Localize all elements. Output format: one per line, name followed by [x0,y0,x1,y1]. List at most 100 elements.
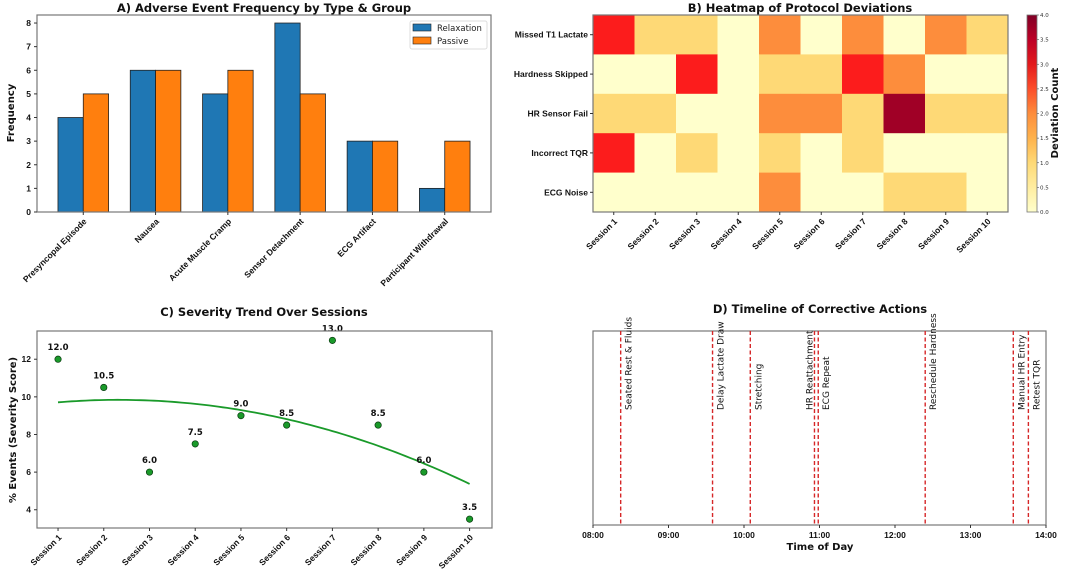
data-point [54,355,62,363]
data-label: 10.5 [93,371,114,381]
heatmap-cell [717,133,760,173]
data-point [328,336,336,344]
heatmap-cell [676,133,718,173]
event-label: HR Reattachment [806,330,816,410]
heatmap-cell [634,54,677,95]
heatmap-cell [800,172,843,213]
trend-line [57,398,470,485]
row-label: ECG Noise [544,187,588,197]
heatmap-cell [966,93,1009,134]
data-label: 9.0 [233,400,248,410]
x-tick-label: 08:00 [582,530,604,540]
heatmap-cell [634,93,677,134]
data-label: 8.5 [371,409,386,419]
x-tick-label: Sensor Detachment [242,216,306,280]
heatmap-cell [759,172,801,213]
bar-relaxation [129,69,156,213]
heatmap-cell [593,15,635,55]
panel-d-timeline: D) Timeline of Corrective Actions Time o… [582,302,1057,553]
legend: Relaxation Passive [409,20,488,50]
colorbar-tick-label: 4.0 [1040,13,1049,19]
heatmap-cell [842,54,884,95]
bar-passive [227,69,254,213]
x-tick-label: Session 9 [394,532,429,567]
panel-a-bar-chart: A) Adverse Event Frequency by Type & Gro… [6,1,492,288]
data-point [420,468,428,476]
heatmap-cell [966,133,1009,173]
heatmap-cell [593,54,635,95]
y-tick-label: 2 [26,160,31,170]
heatmap-cell [593,172,635,213]
heatmap-cell [676,54,718,95]
x-tick-label: 13:00 [960,530,982,540]
row-label: Hardness Skipped [514,69,588,79]
heatmap-cell [925,93,967,134]
heatmap-cell [593,133,635,173]
colorbar-tick-label: 0.5 [1040,185,1049,191]
heatmap-cell [800,93,843,134]
event-label: Seated Rest & Fluids [625,317,635,410]
data-point [145,468,154,476]
legend-swatch [412,36,432,45]
data-point [100,383,108,391]
event-label: Manual HR Entry [1017,334,1027,410]
heatmap-cell [634,15,677,55]
column-label: Session 10 [954,216,993,255]
colorbar-tick-label: 2.5 [1040,87,1049,93]
heatmap-cell [676,172,718,213]
event-label: Reschedule Hardness [929,313,939,410]
heatmap-cell [925,133,967,173]
panel-d-axes-frame [592,330,1047,526]
colorbar-tick-label: 3.0 [1040,62,1049,68]
panel-a-axes-frame [36,14,492,213]
colorbar-tick-label: 1.0 [1040,161,1049,167]
colorbar [1026,14,1038,213]
bar-passive [155,69,182,213]
heatmap-cell [966,172,1009,213]
x-tick-label: Session 5 [211,532,246,567]
x-tick-label: Session 8 [348,532,383,567]
heatmap-cell [717,15,760,55]
heatmap-cell [925,15,967,55]
legend-label: Relaxation [437,24,482,34]
y-tick-label: 4 [26,113,31,123]
x-tick-label: 11:00 [809,530,831,540]
event-label: Delay Lactate Draw [717,321,727,410]
x-tick-label: Acute Muscle Cramp [167,216,234,283]
row-label: Missed T1 Lactate [515,30,588,40]
column-label: Session 7 [833,216,868,251]
bar-passive [299,93,326,213]
heatmap-cell [842,133,884,173]
bar-relaxation [274,22,301,213]
x-tick-label: 10:00 [733,530,755,540]
y-tick-label: 10 [22,392,32,402]
heatmap-cell [676,15,718,55]
column-label: Session 4 [709,216,744,251]
x-tick-label: Session 10 [437,532,476,571]
y-tick-label: 6 [26,65,31,75]
panel-b-title: B) Heatmap of Protocol Deviations [688,1,913,15]
y-tick-label: 8 [26,429,31,439]
heatmap-cell [800,15,843,55]
heatmap-cell [883,133,926,173]
x-tick-label: 14:00 [1035,530,1057,540]
heatmap-cell [883,54,926,95]
y-tick-label: 1 [26,183,31,193]
data-point [466,515,474,523]
x-tick-label: Session 4 [166,532,201,567]
column-label: Session 6 [792,216,827,251]
data-label: 3.5 [462,503,477,513]
heatmap-cell [717,172,760,213]
row-label: HR Sensor Fail [528,109,588,119]
panel-c-title: C) Severity Trend Over Sessions [160,305,368,319]
event-label: Retest TQR [1032,360,1042,410]
heatmap-cell [966,15,1009,55]
event-label: ECG Repeat [822,356,832,410]
heatmap-cell [800,54,843,95]
data-point [374,421,382,429]
data-label: 7.5 [188,428,203,438]
bar-relaxation [419,187,446,213]
column-label: Session 8 [875,216,910,251]
x-tick-label: 09:00 [658,530,680,540]
